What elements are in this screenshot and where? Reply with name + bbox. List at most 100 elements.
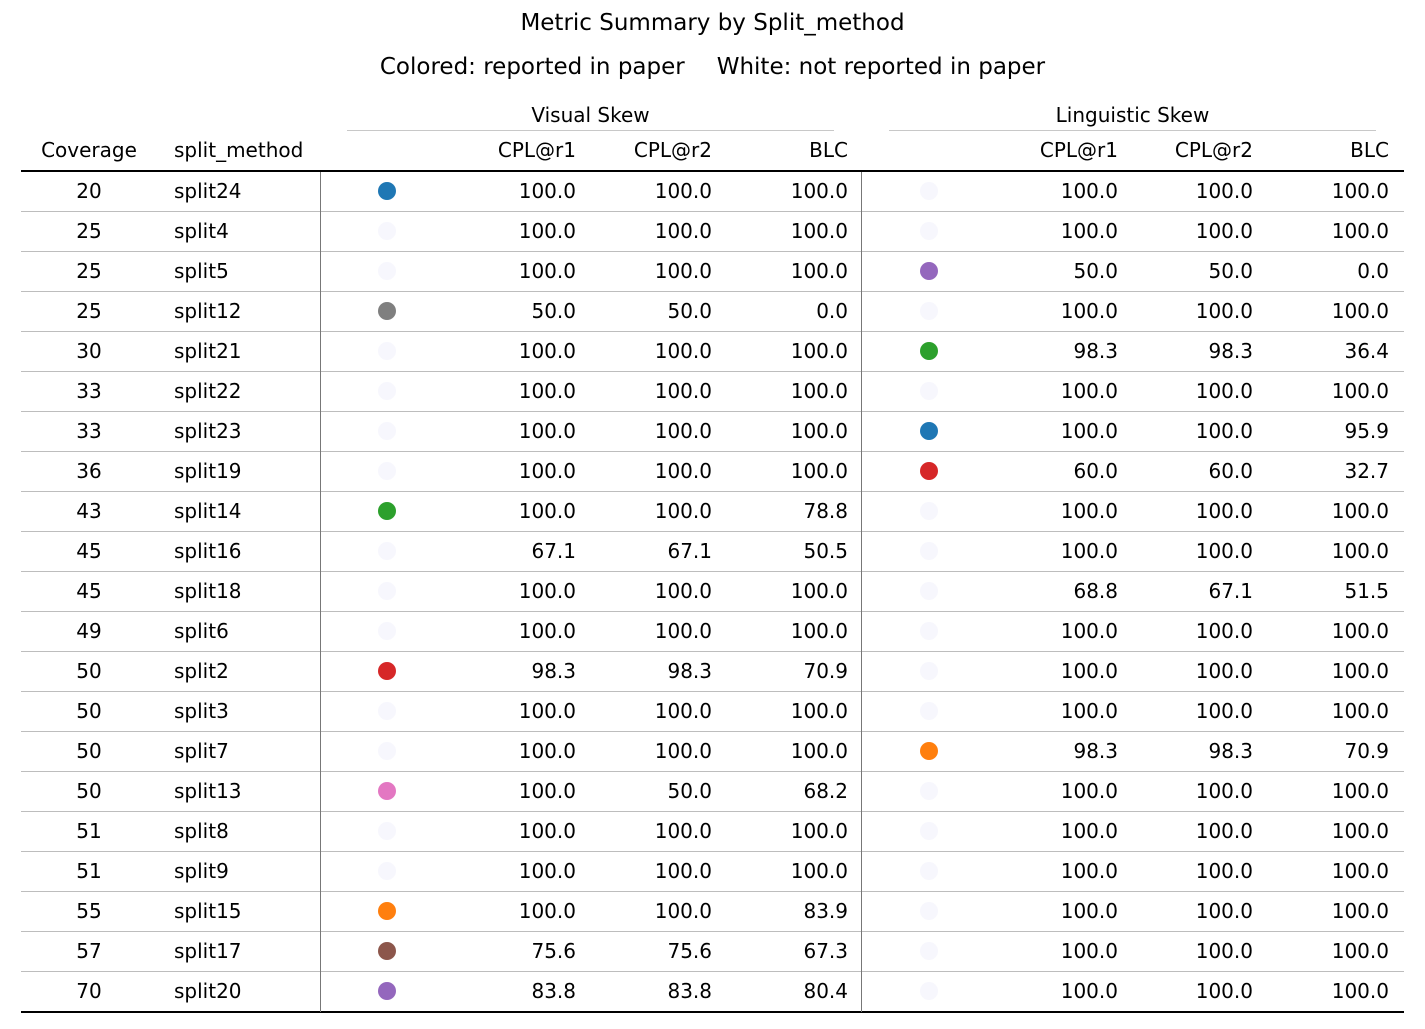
linguistic-reported-marker-empty — [920, 382, 938, 400]
visual-cpl-r2-cell: 100.0 — [654, 459, 712, 483]
coverage-cell: 30 — [76, 339, 102, 363]
linguistic-blc-cell: 100.0 — [1331, 699, 1389, 723]
linguistic-cpl-r2-cell: 100.0 — [1195, 299, 1253, 323]
visual-cpl-r2-cell: 100.0 — [654, 259, 712, 283]
linguistic-cpl-r1-cell: 100.0 — [1060, 419, 1118, 443]
row-separator — [21, 371, 1404, 372]
visual-cpl-r1-cell: 100.0 — [518, 499, 576, 523]
visual-cpl-r1-cell: 100.0 — [518, 339, 576, 363]
linguistic-blc-cell: 100.0 — [1331, 539, 1389, 563]
linguistic-cpl-r2-cell: 98.3 — [1208, 339, 1253, 363]
linguistic-blc-cell: 100.0 — [1331, 859, 1389, 883]
linguistic-reported-marker-empty — [920, 222, 938, 240]
linguistic-cpl-r1-cell: 100.0 — [1060, 299, 1118, 323]
row-separator — [21, 571, 1404, 572]
table-row: 43 split14 100.0 100.0 78.8 100.0 100.0 100.0 — [0, 491, 1425, 531]
linguistic-cpl-r1-cell: 100.0 — [1060, 779, 1118, 803]
linguistic-reported-marker-empty — [920, 702, 938, 720]
table-row: 50 split2 98.3 98.3 70.9 100.0 100.0 100.0 — [0, 651, 1425, 691]
linguistic-reported-marker — [920, 342, 938, 360]
visual-blc-cell: 78.8 — [803, 499, 848, 523]
visual-reported-marker-empty — [378, 702, 396, 720]
visual-cpl-r1-cell: 100.0 — [518, 859, 576, 883]
split-method-cell: split14 — [174, 499, 242, 523]
split-method-cell: split20 — [174, 979, 242, 1003]
visual-cpl-r2-cell: 100.0 — [654, 179, 712, 203]
chart-title: Metric Summary by Split_method — [520, 10, 905, 36]
visual-cpl-r2-cell: 100.0 — [654, 859, 712, 883]
table-row: 45 split18 100.0 100.0 100.0 68.8 67.1 51.5 — [0, 571, 1425, 611]
visual-cpl-r1-cell: 100.0 — [518, 259, 576, 283]
split-method-cell: split21 — [174, 339, 242, 363]
table-row: 25 split5 100.0 100.0 100.0 50.0 50.0 0.0 — [0, 251, 1425, 291]
visual-reported-marker — [378, 902, 396, 920]
linguistic-cpl-r2-cell: 50.0 — [1208, 259, 1253, 283]
table-row: 51 split9 100.0 100.0 100.0 100.0 100.0 100.0 — [0, 851, 1425, 891]
table-row: 36 split19 100.0 100.0 100.0 60.0 60.0 32.7 — [0, 451, 1425, 491]
visual-reported-marker-empty — [378, 742, 396, 760]
split-method-cell: split15 — [174, 899, 242, 923]
linguistic-cpl-r2-cell: 100.0 — [1195, 699, 1253, 723]
linguistic-blc-cell: 100.0 — [1331, 619, 1389, 643]
coverage-cell: 45 — [76, 579, 102, 603]
visual-cpl-r1-cell: 67.1 — [531, 539, 576, 563]
coverage-cell: 50 — [76, 699, 102, 723]
linguistic-blc-cell: 36.4 — [1344, 339, 1389, 363]
linguistic-cpl-r1-cell: 68.8 — [1073, 579, 1118, 603]
linguistic-blc-cell: 100.0 — [1331, 659, 1389, 683]
linguistic-reported-marker-empty — [920, 182, 938, 200]
subtitle-white-note: White: not reported in paper — [716, 54, 1046, 80]
split-method-cell: split18 — [174, 579, 242, 603]
visual-blc-cell: 100.0 — [790, 339, 848, 363]
linguistic-cpl-r2-cell: 100.0 — [1195, 379, 1253, 403]
linguistic-blc-cell: 100.0 — [1331, 299, 1389, 323]
linguistic-reported-marker-empty — [920, 822, 938, 840]
visual-cpl-r1-cell: 100.0 — [518, 899, 576, 923]
linguistic-reported-marker-empty — [920, 902, 938, 920]
linguistic-cpl-r2-cell: 100.0 — [1195, 499, 1253, 523]
linguistic-cpl-r2-cell: 98.3 — [1208, 739, 1253, 763]
linguistic-blc-cell: 100.0 — [1331, 499, 1389, 523]
subtitle-colored-note: Colored: reported in paper — [379, 54, 685, 80]
linguistic-cpl-r1-cell: 100.0 — [1060, 819, 1118, 843]
table-top-rule — [21, 170, 1404, 172]
linguistic-cpl-r1-cell: 100.0 — [1060, 899, 1118, 923]
visual-cpl-r1-cell: 98.3 — [531, 659, 576, 683]
visual-cpl-r1-cell: 100.0 — [518, 459, 576, 483]
visual-cpl-r1-cell: 100.0 — [518, 419, 576, 443]
table-row: 30 split21 100.0 100.0 100.0 98.3 98.3 36.4 — [0, 331, 1425, 371]
visual-cpl-r1-cell: 50.0 — [531, 299, 576, 323]
linguistic-cpl-r1-cell: 98.3 — [1073, 339, 1118, 363]
visual-cpl-r2-cell: 50.0 — [667, 299, 712, 323]
divider-after-split — [320, 172, 321, 1012]
visual-cpl-r1-cell: 100.0 — [518, 619, 576, 643]
linguistic-blc-cell: 32.7 — [1344, 459, 1389, 483]
linguistic-reported-marker-empty — [920, 782, 938, 800]
split-method-cell: split16 — [174, 539, 242, 563]
visual-reported-marker — [378, 302, 396, 320]
row-separator — [21, 531, 1404, 532]
visual-reported-marker — [378, 942, 396, 960]
visual-cpl-r1-cell: 100.0 — [518, 179, 576, 203]
visual-blc-cell: 70.9 — [803, 659, 848, 683]
visual-blc-cell: 100.0 — [790, 699, 848, 723]
linguistic-cpl-r2-cell: 100.0 — [1195, 179, 1253, 203]
visual-blc-cell: 100.0 — [790, 259, 848, 283]
linguistic-cpl-r1-cell: 100.0 — [1060, 699, 1118, 723]
linguistic-cpl-r2-cell: 100.0 — [1195, 779, 1253, 803]
linguistic-blc-cell: 100.0 — [1331, 979, 1389, 1003]
table-row: 33 split22 100.0 100.0 100.0 100.0 100.0 100.0 — [0, 371, 1425, 411]
split-method-cell: split4 — [174, 219, 229, 243]
row-separator — [21, 411, 1404, 412]
linguistic-cpl-r1-cell: 98.3 — [1073, 739, 1118, 763]
visual-blc-cell: 100.0 — [790, 459, 848, 483]
coverage-cell: 57 — [76, 939, 102, 963]
split-method-cell: split5 — [174, 259, 229, 283]
table-row: 25 split12 50.0 50.0 0.0 100.0 100.0 100.0 — [0, 291, 1425, 331]
linguistic-reported-marker-empty — [920, 982, 938, 1000]
coverage-cell: 70 — [76, 979, 102, 1003]
visual-cpl-r2-cell: 100.0 — [654, 619, 712, 643]
coverage-cell: 43 — [76, 499, 102, 523]
linguistic-cpl-r1-cell: 50.0 — [1073, 259, 1118, 283]
visual-reported-marker — [378, 662, 396, 680]
